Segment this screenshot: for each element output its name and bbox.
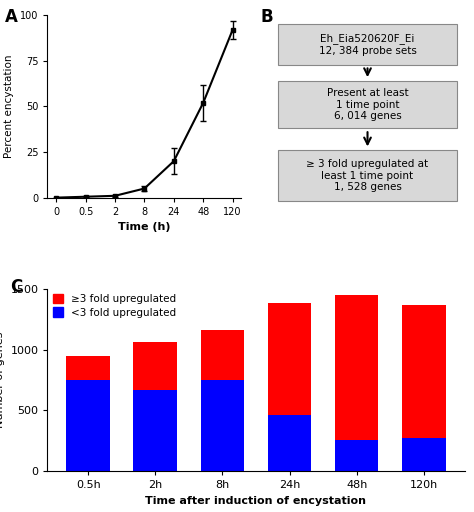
- Bar: [201, 380, 244, 471]
- Bar: [268, 415, 311, 471]
- X-axis label: Time (h): Time (h): [118, 222, 171, 232]
- Bar: [268, 303, 311, 415]
- FancyBboxPatch shape: [278, 81, 457, 129]
- Bar: [402, 438, 446, 471]
- Bar: [66, 356, 110, 380]
- Text: Eh_Eia520620F_Ei
12, 384 probe sets: Eh_Eia520620F_Ei 12, 384 probe sets: [319, 33, 417, 56]
- Text: C: C: [10, 278, 22, 296]
- Text: ≥ 3 fold upregulated at
least 1 time point
1, 528 genes: ≥ 3 fold upregulated at least 1 time poi…: [307, 159, 428, 193]
- Bar: [134, 342, 177, 390]
- Bar: [134, 390, 177, 471]
- X-axis label: Time after induction of encystation: Time after induction of encystation: [146, 496, 366, 506]
- Legend: ≥3 fold upregulated, <3 fold upregulated: ≥3 fold upregulated, <3 fold upregulated: [53, 294, 176, 317]
- FancyBboxPatch shape: [278, 25, 457, 65]
- Bar: [201, 330, 244, 380]
- FancyBboxPatch shape: [278, 150, 457, 201]
- Text: Present at least
1 time point
6, 014 genes: Present at least 1 time point 6, 014 gen…: [327, 88, 408, 121]
- Y-axis label: Percent encystation: Percent encystation: [4, 55, 14, 158]
- Bar: [402, 305, 446, 438]
- Y-axis label: Number of genes: Number of genes: [0, 332, 5, 428]
- Bar: [335, 440, 378, 471]
- Bar: [66, 380, 110, 471]
- Bar: [335, 295, 378, 440]
- Text: A: A: [5, 8, 18, 26]
- Text: B: B: [261, 8, 273, 26]
